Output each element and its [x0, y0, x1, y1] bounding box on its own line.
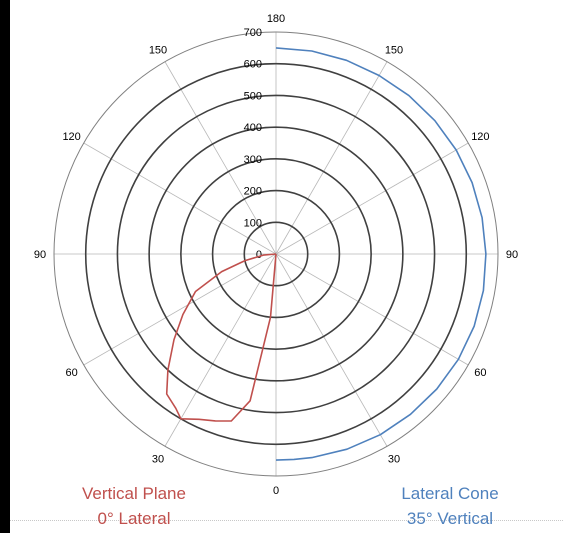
angle-tick-label: 150 [385, 45, 403, 57]
radial-tick-label: 700 [244, 27, 262, 39]
angle-tick-label: 90 [506, 249, 518, 261]
grid-spoke [83, 253, 277, 366]
grid-ring [116, 94, 436, 414]
grid-spoke [275, 253, 388, 447]
grid-ring [180, 158, 372, 350]
grid-ring [53, 31, 499, 477]
radial-tick-label: 200 [244, 186, 262, 198]
legend-right-line-2: 35° Vertical [406, 509, 494, 528]
grid-ring [243, 221, 309, 287]
grid-spoke [164, 61, 277, 255]
angle-tick-label: 0 [273, 485, 279, 497]
grid-spoke [83, 142, 277, 255]
legend-right-line-1: Lateral Cone [401, 484, 499, 503]
legend-vertical-plane: Vertical Plane 0° Lateral [44, 481, 224, 531]
series-vertical-plane-line [165, 253, 277, 422]
angle-tick-label: 30 [152, 453, 164, 465]
angle-tick-label: 120 [471, 131, 489, 143]
bottom-divider [10, 520, 563, 521]
radial-tick-label: 600 [244, 59, 262, 71]
grid-ring [148, 126, 404, 382]
radial-tick-label: 0 [256, 249, 262, 261]
angle-tick-label: 150 [149, 45, 167, 57]
angle-tick-label: 90 [34, 249, 46, 261]
radial-tick-label: 500 [244, 90, 262, 102]
grid-spoke [275, 253, 469, 366]
radial-tick-label: 100 [244, 217, 262, 229]
angle-tick-label: 180 [267, 13, 285, 25]
angle-tick-label: 120 [62, 131, 80, 143]
grid-spoke [164, 253, 277, 447]
grid-ring [84, 62, 468, 446]
legend-left-line-2: 0° Lateral [97, 509, 171, 528]
angle-tick-label: 30 [388, 453, 400, 465]
radial-tick-label: 400 [244, 122, 262, 134]
legend-left-line-1: Vertical Plane [82, 484, 186, 503]
grid-ring [211, 189, 341, 319]
left-frame-bar [0, 0, 10, 533]
legend-lateral-cone: Lateral Cone 35° Vertical [360, 481, 540, 531]
angle-tick-label: 60 [65, 367, 77, 379]
grid-spoke [275, 61, 388, 255]
angle-tick-label: 60 [474, 367, 486, 379]
radial-tick-label: 300 [244, 154, 262, 166]
grid-spoke [275, 142, 469, 255]
series-lateral-cone-line [275, 47, 487, 461]
